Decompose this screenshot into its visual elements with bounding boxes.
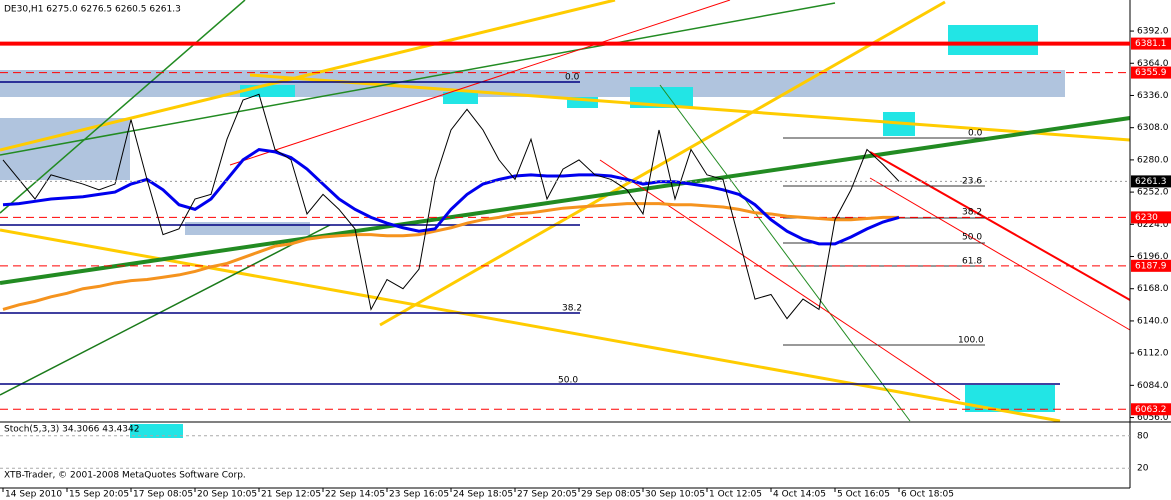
x-tick-label: 14 Sep 2010 xyxy=(5,490,62,500)
channel-line xyxy=(869,177,1131,331)
x-tick-label: 20 Sep 10:05 xyxy=(197,490,257,500)
x-tick-label: 29 Sep 08:05 xyxy=(581,490,641,500)
x-tick-label: 30 Sep 10:05 xyxy=(645,490,705,500)
price-tag xyxy=(1131,175,1171,188)
x-tick-label: 22 Sep 14:05 xyxy=(325,490,385,500)
fib-label: 50.0 xyxy=(558,376,578,386)
channel-line xyxy=(869,151,1131,301)
zone xyxy=(0,70,1065,97)
y-tick-label: 6280.0 xyxy=(1137,155,1169,165)
indicator-title: Stoch(5,3,3) 34.3066 43.4342 xyxy=(4,425,139,435)
x-tick-label: 5 Oct 16:05 xyxy=(837,490,890,500)
x-tick-label: 23 Sep 16:05 xyxy=(389,490,449,500)
y-tick-label: 6196.0 xyxy=(1137,252,1169,262)
x-tick-label: 24 Sep 18:05 xyxy=(453,490,513,500)
box xyxy=(567,97,598,108)
price-tag xyxy=(1131,66,1171,79)
y-tick-label: 6252.0 xyxy=(1137,188,1169,198)
trend-line xyxy=(0,116,1131,285)
y-tick-label: 20 xyxy=(1137,464,1149,474)
y-tick-label: 6168.0 xyxy=(1137,284,1169,294)
y-tick-label: 6224.0 xyxy=(1137,220,1169,230)
trend-line xyxy=(249,73,1131,142)
fib-label: 0.0 xyxy=(968,129,983,139)
trend-line xyxy=(379,0,946,327)
y-tick-label: 6336.0 xyxy=(1137,91,1169,101)
trend-line xyxy=(0,0,246,214)
chart-title: DE30,H1 6275.0 6276.5 6260.5 6261.3 xyxy=(4,5,181,15)
moving-average xyxy=(2,147,900,246)
fib-label: 23.6 xyxy=(962,177,982,187)
trend-line xyxy=(0,228,1061,423)
x-tick-label: 15 Sep 20:05 xyxy=(69,490,129,500)
fib-label: 38.2 xyxy=(962,208,982,218)
x-tick-label: 6 Oct 18:05 xyxy=(901,490,954,500)
price-tag-label: 6355.9 xyxy=(1135,68,1167,78)
box xyxy=(130,424,183,438)
y-tick-label: 80 xyxy=(1137,431,1149,441)
y-tick-label: 6364.0 xyxy=(1137,59,1169,69)
x-tick-label: 21 Sep 12:05 xyxy=(261,490,321,500)
price-line xyxy=(2,93,900,320)
y-tick-label: 6112.0 xyxy=(1137,349,1169,359)
zone xyxy=(0,118,130,180)
price-tag-label: 6261.3 xyxy=(1135,177,1167,187)
box xyxy=(443,92,478,104)
x-tick-label: 27 Sep 20:05 xyxy=(517,490,577,500)
price-tag-label: 6381.1 xyxy=(1135,39,1167,49)
moving-average xyxy=(2,202,899,311)
y-tick-label: 6056.0 xyxy=(1137,413,1169,423)
x-tick-label: 4 Oct 14:05 xyxy=(773,490,826,500)
drawings xyxy=(0,0,1131,438)
trend-line xyxy=(0,0,616,152)
copyright: XTB-Trader, © 2001-2008 MetaQuotes Softw… xyxy=(4,471,246,481)
price-tag xyxy=(1131,259,1171,272)
zone xyxy=(185,222,310,235)
fib-label: 50.0 xyxy=(962,233,982,243)
trend-line xyxy=(0,2,836,156)
y-tick-label: 6308.0 xyxy=(1137,123,1169,133)
trend-line xyxy=(659,84,911,422)
fib-label: 100.0 xyxy=(958,336,984,346)
trend-line xyxy=(599,159,961,401)
box xyxy=(965,385,1055,412)
fib-label: 61.8 xyxy=(962,257,982,267)
price-tag-label: 6230 xyxy=(1135,213,1158,223)
price-tag xyxy=(1131,403,1171,416)
price-tag xyxy=(1131,37,1171,50)
trend-line xyxy=(0,224,331,396)
box xyxy=(240,85,295,97)
x-tick-label: 17 Sep 08:05 xyxy=(133,490,193,500)
fib-label: 38.2 xyxy=(562,304,582,314)
price-tag xyxy=(1131,211,1171,224)
fib-label: 0.0 xyxy=(565,73,580,83)
x-tick-label: 1 Oct 12:05 xyxy=(709,490,762,500)
y-tick-label: 6084.0 xyxy=(1137,381,1169,391)
price-tag-label: 6187.9 xyxy=(1135,261,1167,271)
box xyxy=(948,25,1038,55)
y-tick-label: 6392.0 xyxy=(1137,27,1169,37)
price-tag-label: 6063.2 xyxy=(1135,405,1167,415)
y-tick-label: 6140.0 xyxy=(1137,316,1169,326)
